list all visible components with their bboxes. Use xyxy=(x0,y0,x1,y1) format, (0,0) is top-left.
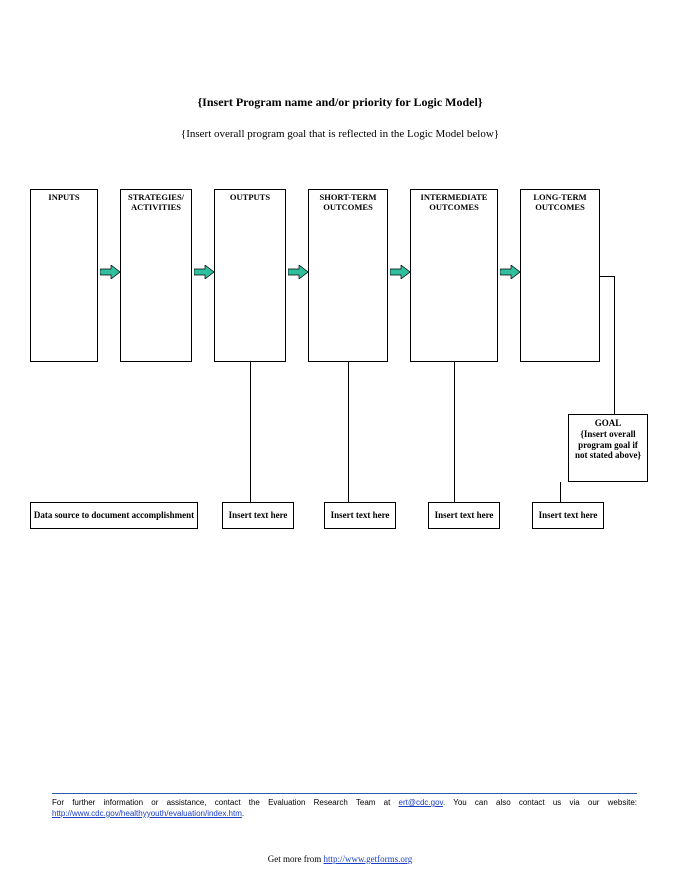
note-box-3: Insert text here xyxy=(428,502,500,529)
column-header-3: SHORT-TERMOUTCOMES xyxy=(309,193,387,213)
note-box-2: Insert text here xyxy=(324,502,396,529)
goal-connector-v xyxy=(614,276,615,414)
footer-url-link[interactable]: http://www.cdc.gov/healthyyouth/evaluati… xyxy=(52,809,242,818)
footer-midtext: . You can also contact us via our websit… xyxy=(443,798,637,807)
getmore-text: Get more from http://www.getforms.org xyxy=(0,854,680,864)
footer-after: . xyxy=(242,809,244,818)
footer-rule xyxy=(52,793,637,794)
note-box-4: Insert text here xyxy=(532,502,604,529)
note-label-4: Insert text here xyxy=(539,510,598,521)
footer-pretext: For further information or assistance, c… xyxy=(52,798,399,807)
column-box-2: OUTPUTS xyxy=(214,189,286,362)
column-header-1: STRATEGIES/ACTIVITIES xyxy=(121,193,191,213)
note-box-1: Insert text here xyxy=(222,502,294,529)
goal-connector-h xyxy=(600,276,614,277)
column-header-2: OUTPUTS xyxy=(215,193,285,203)
column-header-5: LONG-TERMOUTCOMES xyxy=(521,193,599,213)
page-subtitle: {Insert overall program goal that is ref… xyxy=(0,128,680,140)
goal-box: GOAL{Insert overall program goal if not … xyxy=(568,414,648,482)
getmore-link[interactable]: http://www.getforms.org xyxy=(323,854,412,864)
column-box-0: INPUTS xyxy=(30,189,98,362)
note-label-3: Insert text here xyxy=(435,510,494,521)
note-label-0: Data source to document accomplishment xyxy=(34,510,194,521)
page-title: {Insert Program name and/or priority for… xyxy=(0,95,680,110)
column-header-0: INPUTS xyxy=(31,193,97,203)
note-connector-0 xyxy=(250,362,251,502)
footer-email-link[interactable]: ert@cdc.gov xyxy=(399,798,443,807)
arrow-icon-1 xyxy=(194,265,214,279)
column-box-4: INTERMEDIATEOUTCOMES xyxy=(410,189,498,362)
note-label-1: Insert text here xyxy=(229,510,288,521)
arrow-icon-2 xyxy=(288,265,308,279)
arrow-icon-0 xyxy=(100,265,120,279)
note-connector-1 xyxy=(348,362,349,502)
arrow-icon-3 xyxy=(390,265,410,279)
note-connector-2 xyxy=(454,362,455,502)
arrow-icon-4 xyxy=(500,265,520,279)
column-box-1: STRATEGIES/ACTIVITIES xyxy=(120,189,192,362)
note-label-2: Insert text here xyxy=(331,510,390,521)
note-box-0: Data source to document accomplishment xyxy=(30,502,198,529)
column-box-3: SHORT-TERMOUTCOMES xyxy=(308,189,388,362)
column-header-4: INTERMEDIATEOUTCOMES xyxy=(411,193,497,213)
column-box-5: LONG-TERMOUTCOMES xyxy=(520,189,600,362)
footer-text: For further information or assistance, c… xyxy=(52,798,637,820)
note-connector-3 xyxy=(560,482,561,502)
getmore-pretext: Get more from xyxy=(268,854,324,864)
